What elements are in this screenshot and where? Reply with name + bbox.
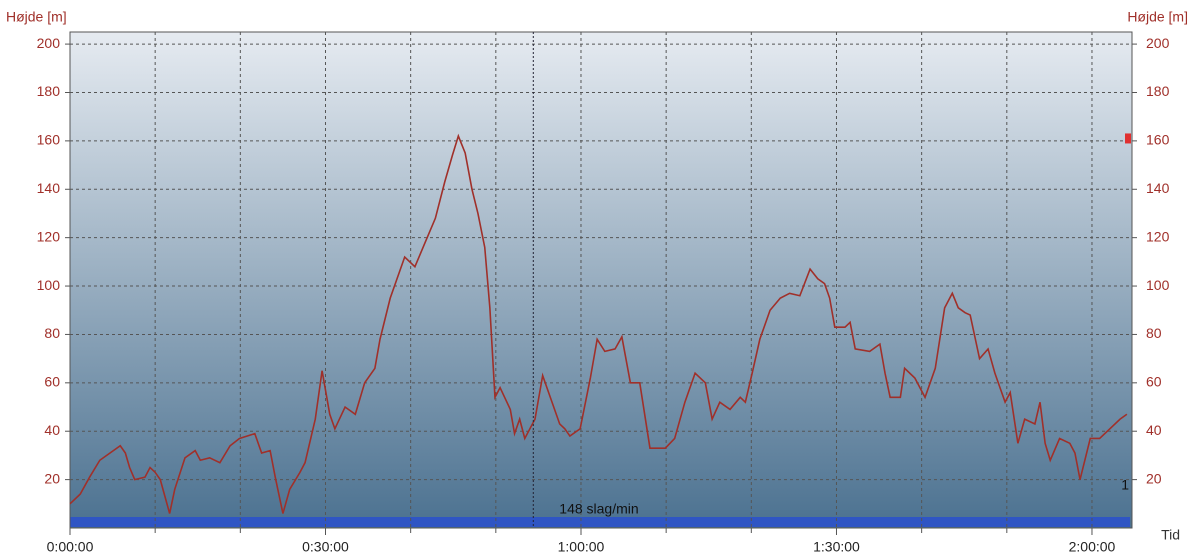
x-tick-label: 0:00:00 [47,539,94,555]
marker [1125,133,1131,144]
y-axis-label: Højde [m] [6,9,67,25]
x-axis-label: Tid [1161,527,1180,543]
y-tick-label: 100 [37,277,61,293]
cursor-label: 148 slag/min [559,501,638,517]
y-tick-label: 140 [37,180,61,196]
elevation-line [69,133,1128,514]
y-tick-label: 60 [44,374,60,390]
y2-tick-label: 100 [1146,277,1170,293]
y-tick-label: 180 [37,83,61,99]
y-tick-label: 120 [37,228,61,244]
x-tick-label: 1:30:00 [813,539,860,555]
y2-tick-label: 140 [1146,180,1170,196]
x-tick-label: 2:00:00 [1069,539,1116,555]
y2-axis-label: Højde [m] [1127,9,1188,25]
marker-label: 1 [1121,477,1129,493]
y-tick-label: 80 [44,325,60,341]
y2-tick-label: 120 [1146,228,1170,244]
zone-band [70,517,1130,527]
y2-tick-label: 80 [1146,325,1162,341]
y2-tick-label: 40 [1146,422,1162,438]
x-tick-label: 0:30:00 [302,539,349,555]
y2-tick-label: 20 [1146,470,1162,486]
y2-tick-label: 200 [1146,35,1170,51]
y2-tick-label: 160 [1146,132,1170,148]
plot-border [69,31,1133,529]
y-tick-label: 160 [37,132,61,148]
y-tick-label: 40 [44,422,60,438]
x-tick-label: 1:00:00 [558,539,605,555]
plot-area [70,32,1132,528]
y-tick-label: 200 [37,35,61,51]
y2-tick-label: 180 [1146,83,1170,99]
y2-tick-label: 60 [1146,374,1162,390]
y-tick-label: 20 [44,470,60,486]
